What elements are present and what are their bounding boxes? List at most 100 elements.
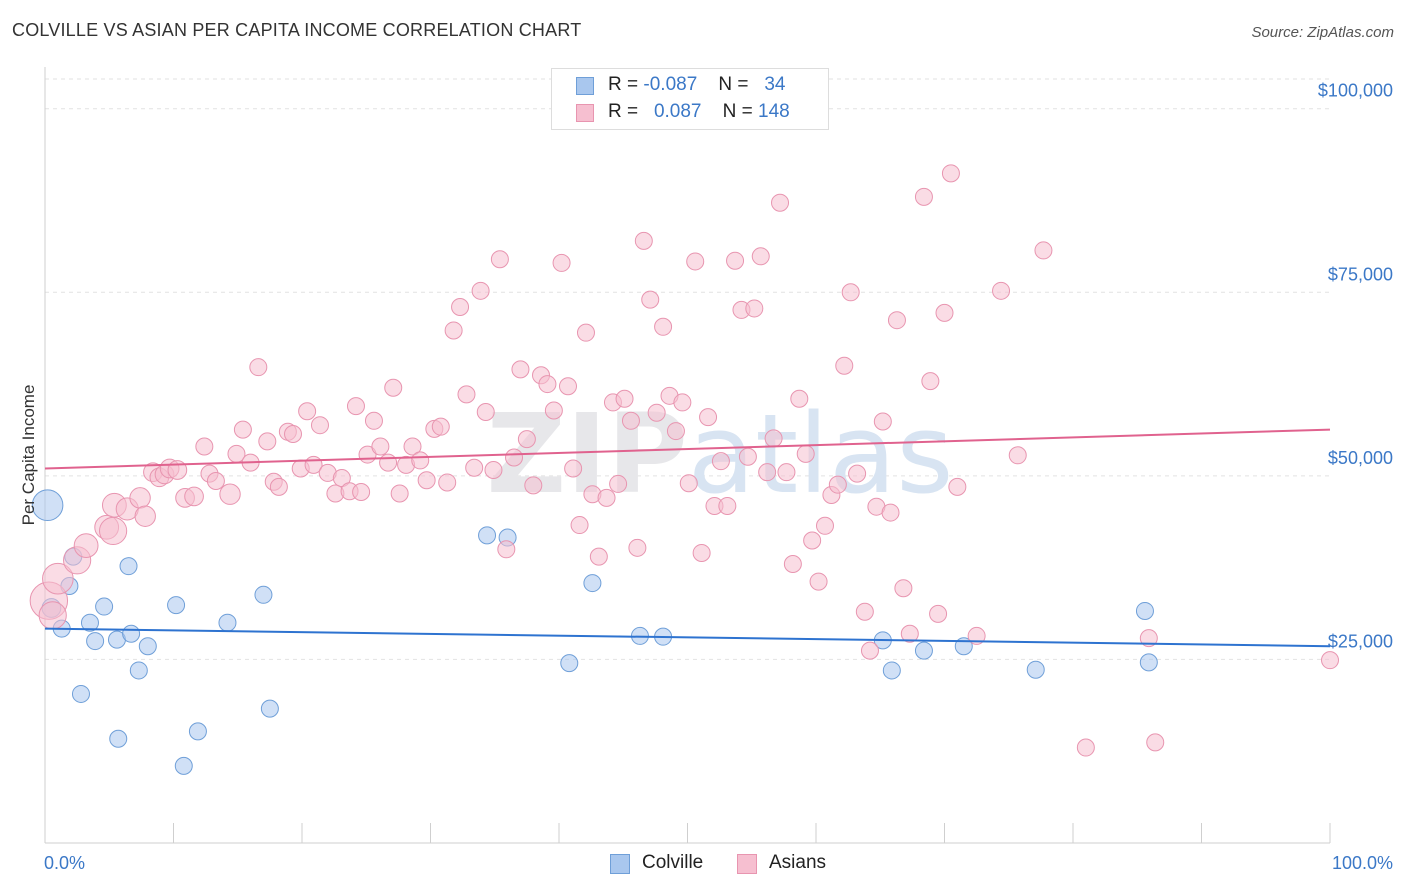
r-label: R = [608, 101, 639, 122]
data-point [517, 430, 536, 449]
data-point [505, 448, 524, 467]
data-point [233, 420, 252, 439]
data-points [29, 164, 1339, 775]
data-point [894, 579, 913, 598]
data-point [666, 422, 685, 441]
data-point [86, 632, 105, 651]
data-point [835, 356, 854, 375]
data-point [796, 444, 815, 463]
asians-swatch [576, 104, 594, 122]
data-point [206, 471, 225, 490]
data-point [384, 378, 403, 397]
data-point [828, 475, 847, 494]
data-point [219, 483, 241, 505]
data-point [269, 477, 288, 496]
source-label: Source: ZipAtlas.com [1251, 24, 1394, 41]
data-point [848, 464, 867, 483]
data-point [1321, 651, 1339, 670]
data-point [583, 574, 602, 593]
data-point [914, 641, 933, 660]
data-point [558, 377, 577, 396]
r-value: 0.087 [653, 101, 702, 122]
data-point [641, 290, 660, 309]
data-point [352, 483, 371, 502]
data-point [403, 437, 422, 456]
data-point [71, 684, 90, 703]
series-asians [29, 164, 1339, 757]
series-colville [31, 489, 1158, 775]
data-point [873, 412, 892, 431]
data-point [992, 281, 1011, 300]
data-point [726, 251, 745, 270]
data-point [576, 323, 595, 342]
data-point [471, 281, 490, 300]
data-point [129, 487, 151, 509]
data-point [841, 283, 860, 302]
colville-swatch [610, 854, 630, 874]
data-point [564, 459, 583, 478]
data-point [552, 253, 571, 272]
data-point [258, 432, 277, 451]
n-value: 148 [758, 101, 790, 122]
data-point [855, 602, 874, 621]
data-point [332, 469, 351, 488]
data-point [929, 604, 948, 623]
data-point [184, 486, 204, 507]
data-point [218, 613, 237, 632]
data-point [538, 375, 557, 394]
data-point [260, 699, 279, 718]
data-point [686, 252, 705, 271]
data-point [1034, 241, 1053, 260]
data-point [1135, 601, 1154, 620]
data-point [881, 503, 900, 522]
y-axis-label: Per Capita Income [19, 385, 38, 526]
data-point [1076, 738, 1095, 757]
y-tick-label: $50,000 [1328, 448, 1393, 468]
data-point [431, 417, 450, 436]
trend-lines [44, 428, 1331, 648]
data-point [379, 453, 398, 472]
correlation-legend: R = -0.087 N = 34 R = 0.087 N = 148 [551, 68, 829, 130]
trend-line-colville [44, 627, 1331, 648]
data-point [941, 164, 960, 183]
data-point [1008, 446, 1027, 465]
data-point [815, 516, 834, 535]
data-point [615, 389, 634, 408]
data-point [99, 516, 128, 546]
data-point [42, 562, 74, 595]
data-point [134, 505, 156, 527]
asians-swatch [737, 854, 757, 874]
data-point [95, 597, 114, 616]
data-point [174, 756, 193, 775]
data-point [1026, 660, 1045, 679]
data-point [438, 473, 457, 492]
data-point [254, 585, 273, 604]
y-tick-label: $100,000 [1318, 81, 1393, 101]
data-point [914, 187, 933, 206]
trend-line-asians [44, 428, 1331, 470]
data-point [411, 451, 430, 470]
data-point [860, 641, 879, 660]
data-point [882, 661, 901, 680]
data-point [465, 458, 484, 477]
data-point [948, 477, 967, 496]
y-tick-label: $25,000 [1328, 631, 1393, 651]
data-point [921, 372, 940, 391]
data-point [188, 722, 207, 741]
data-point [711, 452, 730, 471]
n-value: 34 [764, 74, 786, 95]
data-point [738, 447, 757, 466]
data-point [679, 474, 698, 493]
series-legend: Colville Asians [0, 852, 1406, 878]
data-point [444, 321, 463, 340]
data-point [900, 624, 919, 643]
data-point [371, 437, 390, 456]
data-point [167, 596, 186, 615]
data-point [346, 397, 365, 416]
legend-label-colville: Colville [642, 852, 704, 873]
data-point [783, 554, 802, 573]
y-tick-label: $75,000 [1328, 264, 1393, 284]
data-point [119, 557, 138, 576]
data-point [751, 247, 770, 266]
data-point [597, 488, 616, 507]
